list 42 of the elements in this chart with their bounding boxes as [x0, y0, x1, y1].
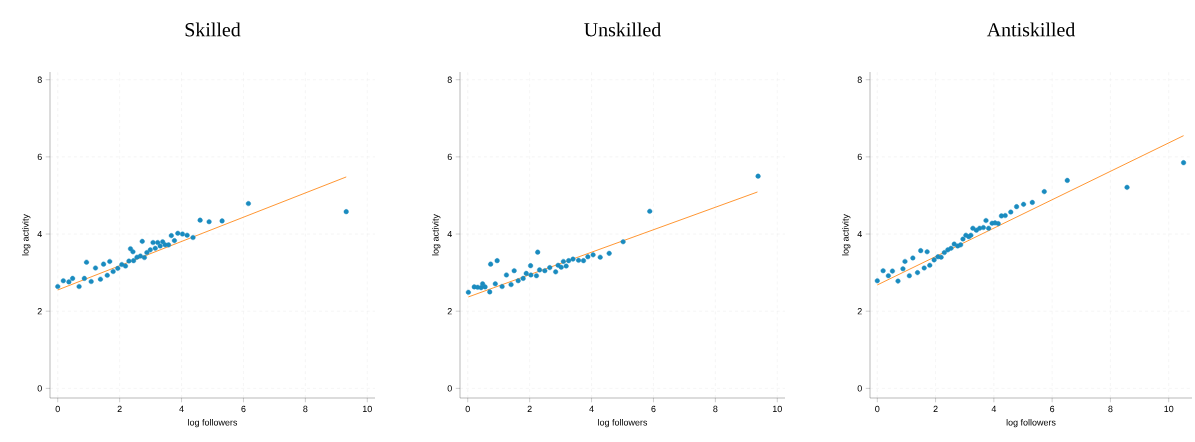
- x-tick-label: 2: [933, 405, 938, 413]
- y-tick-label: 0: [447, 385, 452, 392]
- x-tick-label: 8: [303, 405, 308, 413]
- x-tick-label: 4: [179, 405, 184, 412]
- x-tick-label: 10: [772, 405, 782, 413]
- y-tick-label: 6: [37, 153, 42, 161]
- x-tick-label: 10: [362, 405, 372, 413]
- y-tick-label: 8: [447, 76, 452, 83]
- y-tick-label: 2: [857, 308, 862, 315]
- x-tick-label: 2: [527, 405, 532, 413]
- y-tick-label: 4: [447, 230, 452, 238]
- y-tick-label: 0: [857, 385, 862, 392]
- y-axis-title: log activity: [432, 214, 441, 256]
- x-axis-title: log followers: [1006, 418, 1056, 428]
- x-tick-label: 4: [589, 405, 594, 412]
- x-axis-title: log followers: [598, 418, 648, 428]
- x-axis-title: log followers: [188, 418, 238, 428]
- y-tick-label: 8: [37, 76, 42, 83]
- x-tick-label: 6: [651, 405, 656, 413]
- x-tick-label: 8: [1108, 405, 1113, 413]
- x-tick-label: 6: [1050, 405, 1055, 413]
- chart-title: Unskilled: [584, 22, 662, 37]
- y-axis-title: log activity: [22, 214, 31, 256]
- y-tick-label: 8: [857, 76, 862, 83]
- chart-title: Skilled: [185, 22, 241, 37]
- x-tick-label: 8: [713, 405, 718, 413]
- y-tick-label: 6: [857, 153, 862, 161]
- x-tick-label: 0: [465, 405, 470, 413]
- y-tick-label: 4: [37, 230, 42, 238]
- chart-title: Antiskilled: [986, 22, 1076, 37]
- x-tick-label: 4: [991, 405, 997, 412]
- y-tick-label: 2: [447, 308, 452, 315]
- x-tick-label: 0: [55, 405, 60, 413]
- y-tick-label: 0: [37, 385, 42, 392]
- y-axis-title: log activity: [842, 214, 851, 256]
- x-tick-label: 2: [117, 405, 122, 413]
- x-tick-label: 10: [1164, 405, 1174, 413]
- x-tick-label: 0: [875, 405, 880, 413]
- x-tick-label: 6: [241, 405, 246, 413]
- y-tick-label: 2: [37, 308, 42, 315]
- y-tick-label: 4: [857, 230, 862, 238]
- y-tick-label: 6: [447, 153, 452, 161]
